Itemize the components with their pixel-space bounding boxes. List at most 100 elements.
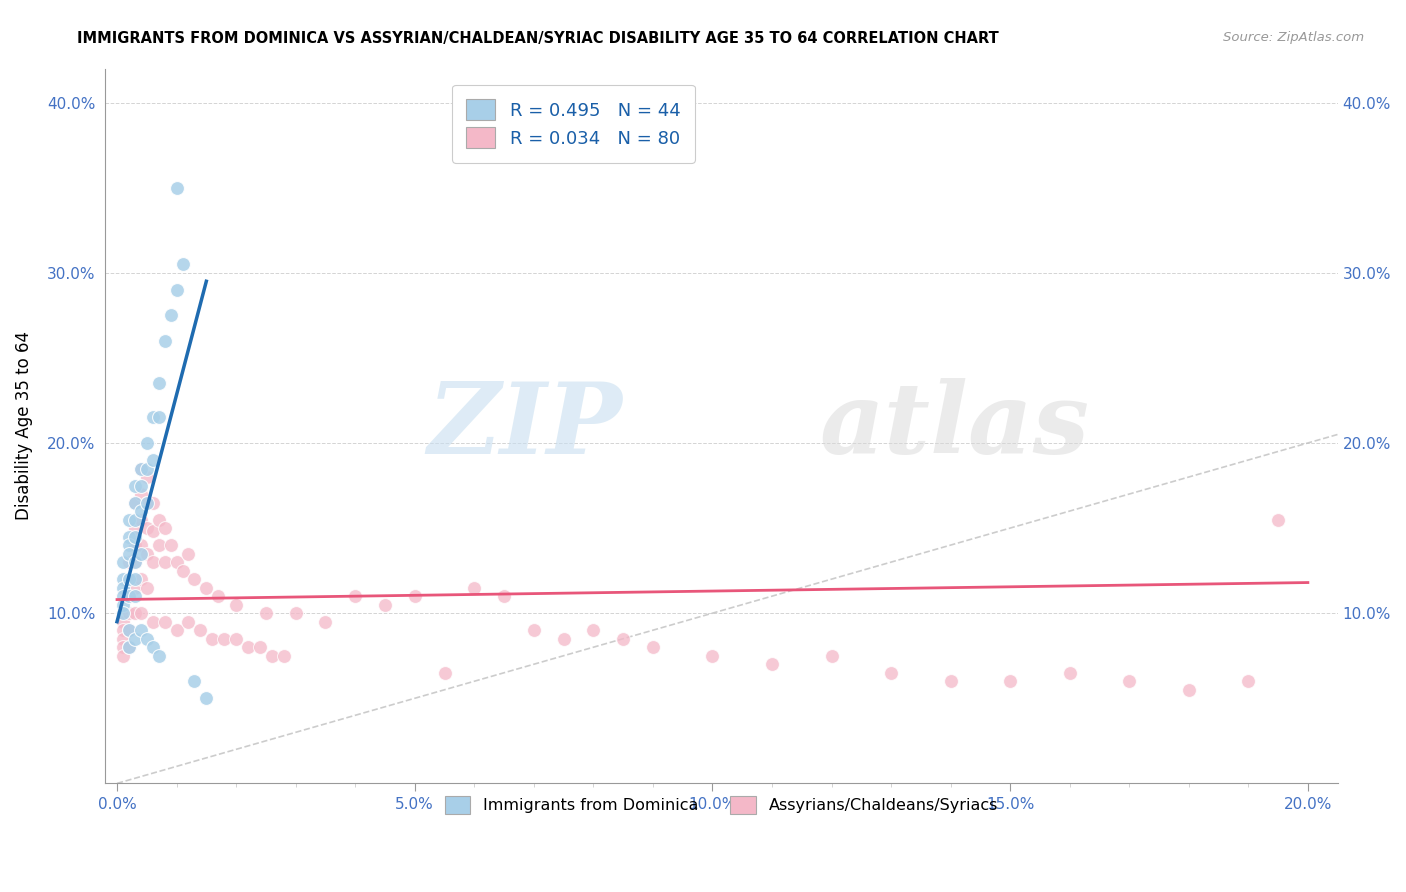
Point (463, 581, 485, 595)
Point (142, 495, 165, 509)
Point (702, 648, 724, 663)
Point (118, 572, 141, 586)
Point (111, 615, 134, 629)
Point (249, 640, 271, 655)
Point (148, 410, 170, 425)
Point (124, 572, 146, 586)
Point (433, 665, 456, 680)
Point (172, 257, 194, 271)
Point (148, 538, 170, 552)
Point (111, 624, 134, 638)
Point (118, 624, 141, 638)
Point (236, 640, 259, 655)
Point (195, 691, 218, 706)
Point (118, 589, 141, 603)
Point (148, 376, 170, 391)
Point (553, 632, 575, 646)
Point (135, 495, 157, 509)
Point (153, 555, 176, 569)
Point (118, 555, 141, 569)
Point (124, 538, 146, 552)
Point (1178, 682, 1201, 697)
Point (124, 495, 146, 509)
Point (124, 632, 146, 646)
Point (880, 665, 903, 680)
Point (118, 512, 141, 526)
Point (118, 606, 141, 620)
Point (166, 555, 188, 569)
Point (1267, 512, 1289, 526)
Point (492, 589, 515, 603)
Legend: Immigrants from Dominica, Assyrians/Chaldeans/Syriacs: Immigrants from Dominica, Assyrians/Chal… (433, 785, 1010, 825)
Text: ZIP: ZIP (427, 377, 623, 475)
Point (404, 589, 426, 603)
Point (1059, 665, 1081, 680)
Point (177, 547, 200, 561)
Point (142, 410, 165, 425)
Point (129, 606, 152, 620)
Point (135, 581, 157, 595)
Point (212, 632, 235, 646)
Point (166, 624, 188, 638)
Point (129, 461, 152, 475)
Point (374, 598, 396, 612)
Point (998, 674, 1021, 689)
Point (254, 606, 277, 620)
Text: Source: ZipAtlas.com: Source: ZipAtlas.com (1223, 31, 1364, 45)
Point (225, 632, 247, 646)
Point (111, 632, 134, 646)
Point (118, 530, 141, 544)
Point (207, 589, 229, 603)
Point (118, 624, 141, 638)
Point (135, 461, 157, 475)
Point (124, 606, 146, 620)
Point (166, 283, 188, 297)
Point (273, 648, 295, 663)
Point (195, 581, 218, 595)
Point (177, 615, 200, 629)
Point (135, 495, 157, 509)
Point (118, 640, 141, 655)
Point (129, 547, 152, 561)
Point (111, 589, 134, 603)
Point (190, 624, 212, 638)
Point (111, 598, 134, 612)
Point (260, 648, 283, 663)
Point (135, 632, 157, 646)
Point (124, 581, 146, 595)
Point (159, 538, 181, 552)
Point (142, 453, 165, 467)
Point (124, 555, 146, 569)
Point (118, 640, 141, 655)
Point (111, 606, 134, 620)
Point (1118, 674, 1140, 689)
Point (142, 640, 165, 655)
Text: IMMIGRANTS FROM DOMINICA VS ASSYRIAN/CHALDEAN/SYRIAC DISABILITY AGE 35 TO 64 COR: IMMIGRANTS FROM DOMINICA VS ASSYRIAN/CHA… (77, 31, 1000, 46)
Text: atlas: atlas (820, 377, 1090, 475)
Point (314, 615, 336, 629)
Point (111, 572, 134, 586)
Point (135, 521, 157, 535)
Point (124, 555, 146, 569)
Point (523, 624, 546, 638)
Point (124, 589, 146, 603)
Point (124, 512, 146, 526)
Point (129, 504, 152, 518)
Point (135, 547, 157, 561)
Point (172, 564, 194, 578)
Point (153, 615, 176, 629)
Point (183, 674, 205, 689)
Point (225, 598, 247, 612)
Point (124, 495, 146, 509)
Point (111, 555, 134, 569)
Point (183, 572, 205, 586)
Point (118, 547, 141, 561)
Point (118, 589, 141, 603)
Point (284, 606, 307, 620)
Point (129, 478, 152, 492)
Point (153, 334, 176, 348)
Point (820, 648, 842, 663)
Point (124, 478, 146, 492)
Point (111, 581, 134, 595)
Point (111, 648, 134, 663)
